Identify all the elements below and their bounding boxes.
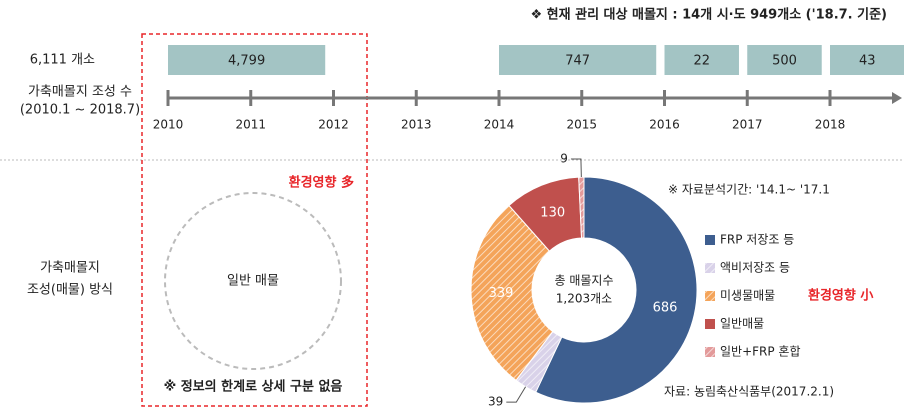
note: ※ 정보의 한계로 상세 구분 없음 xyxy=(164,379,343,395)
period-bar xyxy=(499,45,657,75)
count-label: 가축매몰지 조성 수 xyxy=(28,85,132,100)
x-tick-label: 2017 xyxy=(732,118,763,132)
bar-label: 43 xyxy=(859,54,876,69)
bar-label: 747 xyxy=(565,54,590,69)
value-label: 39 xyxy=(488,395,503,407)
general-circle xyxy=(164,192,342,370)
x-tick-label: 2012 xyxy=(318,118,349,132)
period-bar xyxy=(747,45,822,75)
value-label: 130 xyxy=(540,206,565,221)
impact-high: 환경영향 多 xyxy=(289,175,354,191)
period-note: ※ 자료분석기간: '14.1~ '17.1 xyxy=(668,183,830,197)
period-bar xyxy=(168,45,326,75)
wedge-hatch xyxy=(578,177,584,239)
x-tick-label: 2015 xyxy=(566,118,597,132)
center-label: 1,203개소 xyxy=(556,292,612,306)
wedge-hatch xyxy=(516,331,562,393)
impact-low: 환경영향 小 xyxy=(808,288,873,304)
bar-label: 22 xyxy=(693,54,710,69)
legend-swatch xyxy=(705,319,715,329)
legend-label: FRP 저장조 등 xyxy=(720,233,794,247)
axis-arrow xyxy=(892,92,902,104)
method-label: 조성(매물) 방식 xyxy=(27,283,113,298)
period-bar xyxy=(664,45,739,75)
legend-label: 일반+FRP 혼합 xyxy=(720,345,801,359)
legend-swatch xyxy=(705,235,715,245)
x-tick-label: 2018 xyxy=(815,118,846,132)
x-tick-label: 2013 xyxy=(401,118,432,132)
legend-label: 일반매물 xyxy=(720,317,764,331)
method-label: 가축매몰지 xyxy=(40,261,100,276)
x-tick-label: 2010 xyxy=(153,118,184,132)
total-label: 6,111 개소 xyxy=(30,53,95,68)
center-label: 총 매몰지수 xyxy=(554,274,613,288)
x-tick-label: 2016 xyxy=(649,118,680,132)
highlight-box xyxy=(141,33,368,407)
legend-label: 미생물매물 xyxy=(720,289,775,303)
count-label: (2010.1 ~ 2018.7) xyxy=(20,103,140,118)
value-label: 9 xyxy=(560,152,568,166)
legend-hatch xyxy=(705,347,715,357)
legend-label: 액비저장조 등 xyxy=(720,261,790,275)
value-label: 686 xyxy=(653,301,678,316)
leader-line xyxy=(506,386,527,403)
value-label: 339 xyxy=(489,286,514,301)
pie-wedge xyxy=(535,176,698,404)
legend-hatch xyxy=(705,291,715,301)
source: 자료: 농림축산식품부(2017.2.1) xyxy=(664,385,834,399)
x-tick-label: 2011 xyxy=(235,118,266,132)
circle-label: 일반 매물 xyxy=(227,274,279,289)
legend-hatch xyxy=(705,263,715,273)
period-bar xyxy=(830,45,904,75)
bar-label: 4,799 xyxy=(228,54,265,69)
bar-label: 500 xyxy=(772,54,797,69)
x-tick-label: 2014 xyxy=(484,118,515,132)
leader-line xyxy=(570,158,582,178)
header-note: ❖ 현재 관리 대상 매몰지 : 14개 시·도 949개소 ('18.7. 기… xyxy=(530,7,887,23)
wedge-hatch xyxy=(470,205,553,381)
